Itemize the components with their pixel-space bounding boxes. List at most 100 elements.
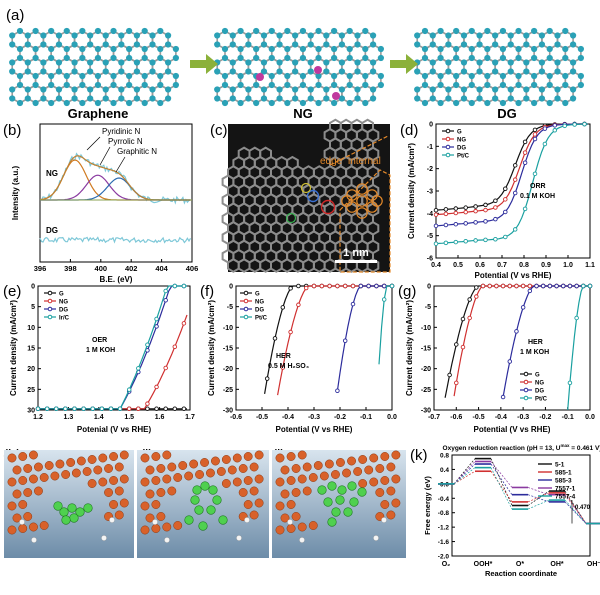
carbon-atom bbox=[369, 86, 377, 93]
her-curve-NG-marker bbox=[507, 283, 513, 289]
energy-connector-585-1 bbox=[564, 492, 587, 524]
carbon-atom bbox=[79, 45, 86, 53]
y-tick-label: 30 bbox=[27, 408, 35, 415]
y-axis-label: Current density (mA/cm²) bbox=[207, 300, 216, 396]
oer-curve-NG bbox=[38, 314, 188, 410]
carbon-atom bbox=[55, 86, 63, 93]
carbon-atom bbox=[61, 470, 71, 479]
carbon-atom bbox=[307, 59, 314, 66]
carbon-atom bbox=[206, 468, 215, 478]
x-tick-label: 396 bbox=[34, 264, 47, 273]
legend-marker bbox=[445, 144, 451, 150]
x-tick-label: -0.1 bbox=[360, 414, 372, 421]
orr-curve-DG-marker bbox=[522, 160, 528, 166]
her-curve-Pt/C-marker bbox=[587, 283, 593, 289]
oer-curve-Ir/C-marker bbox=[172, 283, 178, 289]
orr-curve-DG-marker bbox=[473, 220, 478, 225]
carbon-atom bbox=[437, 81, 444, 89]
carbon-atom bbox=[460, 86, 468, 93]
carbon-atom bbox=[18, 476, 28, 485]
carbon-atom bbox=[268, 27, 275, 35]
carbon-atom bbox=[140, 501, 150, 511]
carbon-atom bbox=[268, 72, 275, 80]
x-tick-label: 0.7 bbox=[497, 262, 507, 269]
carbon-atom bbox=[562, 27, 569, 35]
her-curve-DG-marker bbox=[561, 283, 566, 289]
panel-f-her-acid-chart: -0.6 -0.5 -0.4 -0.3 -0.2 -0.1 0.0 0 -5 -10 -15 -20 -… bbox=[207, 284, 397, 435]
label-dg: DG bbox=[497, 106, 517, 121]
energy-connector-5-1 bbox=[490, 458, 513, 506]
carbon-atom bbox=[323, 32, 330, 39]
legend-marker bbox=[243, 298, 249, 304]
carbon-atom bbox=[369, 453, 379, 463]
carbon-atom bbox=[429, 95, 436, 102]
anno-electrolyte: 1 M KOH bbox=[86, 347, 115, 354]
her-curve-DG-marker bbox=[520, 305, 526, 310]
carbon-atom bbox=[338, 41, 346, 48]
carbon-atom bbox=[173, 521, 183, 530]
oer-curve-Ir/C-marker bbox=[181, 283, 187, 289]
carbon-atom bbox=[523, 32, 530, 39]
carbon-atom bbox=[276, 32, 283, 39]
y-tick-label: -15 bbox=[223, 346, 233, 353]
carbon-atom bbox=[200, 458, 209, 467]
defect-atom bbox=[75, 507, 85, 517]
oer-curve-NG-marker bbox=[181, 321, 187, 326]
carbon-atom bbox=[307, 68, 314, 75]
carbon-atom bbox=[133, 86, 141, 93]
stem-defect-yellow bbox=[300, 182, 312, 194]
carbon-atom bbox=[342, 468, 351, 478]
oer-curve-Ir/C-marker bbox=[145, 342, 150, 348]
carbon-atom bbox=[141, 27, 148, 35]
legend-label: 5-1 bbox=[555, 462, 565, 469]
stem-highlight-ring bbox=[356, 195, 368, 207]
orr-curve-G-marker bbox=[503, 186, 508, 191]
orr-curve-NG-marker bbox=[493, 205, 498, 210]
carbon-atom bbox=[118, 68, 125, 75]
carbon-atom bbox=[157, 45, 164, 53]
her-curve-DG-marker bbox=[567, 283, 573, 289]
carbon-atom bbox=[364, 465, 374, 475]
her-curve-DG-marker bbox=[527, 288, 533, 294]
carbon-atom bbox=[82, 467, 92, 476]
legend-marker bbox=[243, 306, 249, 312]
carbon-atom bbox=[63, 54, 70, 62]
carbon-atom bbox=[164, 59, 172, 66]
carbon-atom bbox=[460, 32, 468, 39]
y-tick-label: 10 bbox=[27, 325, 35, 332]
carbon-atom bbox=[562, 99, 569, 107]
hydrogen-atom bbox=[381, 517, 387, 523]
carbon-atom bbox=[492, 41, 499, 48]
carbon-atom bbox=[156, 488, 166, 497]
carbon-atom bbox=[445, 95, 452, 102]
carbon-atom bbox=[87, 455, 97, 464]
orr-curve-DG-marker bbox=[552, 123, 558, 128]
x-tick-label: 1.5 bbox=[124, 414, 134, 421]
carbon-atom bbox=[331, 27, 338, 35]
carbon-atom bbox=[468, 27, 475, 35]
defect-atom bbox=[343, 507, 353, 517]
carbon-atom bbox=[554, 95, 561, 102]
carbon-atom bbox=[531, 54, 538, 62]
carbon-atom bbox=[87, 68, 94, 75]
plot-frame bbox=[39, 123, 193, 263]
carbon-atom bbox=[414, 95, 421, 102]
her-curve-NG-marker bbox=[319, 283, 325, 289]
carbon-atom bbox=[484, 45, 491, 53]
label-ng: NG bbox=[293, 106, 313, 121]
carbon-atom bbox=[319, 471, 329, 481]
her-curve-Pt/C bbox=[567, 285, 590, 411]
oer-curve-Ir/C-marker bbox=[90, 406, 95, 412]
carbon-atom bbox=[34, 462, 43, 472]
carbon-atom bbox=[16, 27, 24, 35]
y-tick-label: 5 bbox=[31, 304, 35, 311]
carbon-atom bbox=[492, 86, 499, 93]
carbon-atom bbox=[299, 72, 307, 80]
carbon-atom bbox=[531, 81, 538, 89]
carbon-atom bbox=[141, 99, 148, 107]
carbon-atom bbox=[237, 99, 244, 107]
carbon-atom bbox=[237, 27, 244, 35]
carbon-atom bbox=[292, 59, 299, 66]
carbon-atom bbox=[237, 81, 244, 89]
